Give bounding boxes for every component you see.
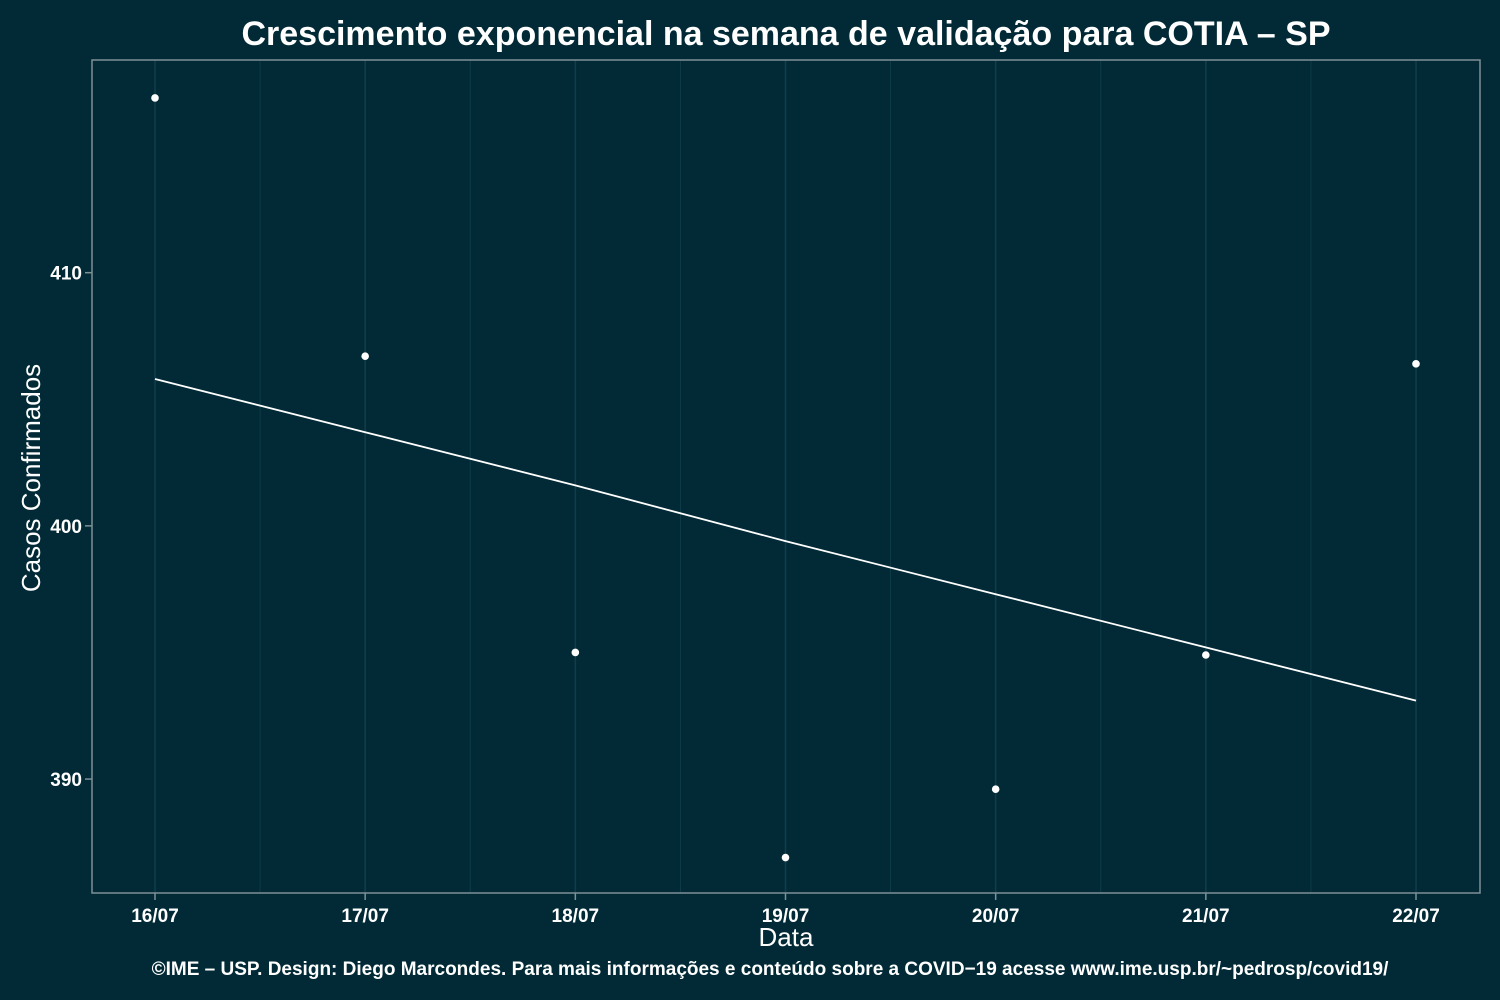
caption: ©IME – USP. Design: Diego Marcondes. Par…: [152, 959, 1389, 980]
x-tick-label: 22/07: [1392, 906, 1440, 927]
trend-line-series: [154, 378, 1417, 702]
y-tick-label: 400: [50, 517, 82, 538]
trend-line: [154, 378, 1417, 702]
y-tick-label: 390: [50, 770, 82, 791]
x-tick-label: 19/07: [762, 906, 810, 927]
x-axis-title: Data: [759, 922, 814, 952]
data-point-17-07: [361, 352, 369, 361]
x-tick-label: 18/07: [552, 906, 600, 927]
data-points: [151, 94, 1420, 862]
x-tick-label: 21/07: [1182, 906, 1230, 927]
data-point-16-07: [151, 94, 159, 102]
x-axis-ticks: 16/07 17/07 18/07 19/07 20/07 21/07 22/07: [131, 893, 1440, 927]
y-tick-label: 410: [50, 264, 82, 285]
data-point-18-07: [571, 648, 580, 657]
x-tick-label: 16/07: [131, 906, 179, 927]
data-point-19-07: [781, 853, 790, 862]
data-point-21-07: [1202, 651, 1210, 659]
y-axis-ticks: 390 400 410: [50, 264, 92, 791]
y-axis-title: Casos Confirmados: [16, 364, 46, 592]
data-point-20-07: [991, 785, 1000, 793]
x-tick-label: 17/07: [341, 906, 389, 927]
chart-title: Crescimento exponencial na semana de val…: [241, 15, 1330, 53]
x-tick-label: 20/07: [972, 906, 1020, 927]
data-point-22-07: [1412, 360, 1420, 368]
grid-lines: [154, 60, 1417, 893]
